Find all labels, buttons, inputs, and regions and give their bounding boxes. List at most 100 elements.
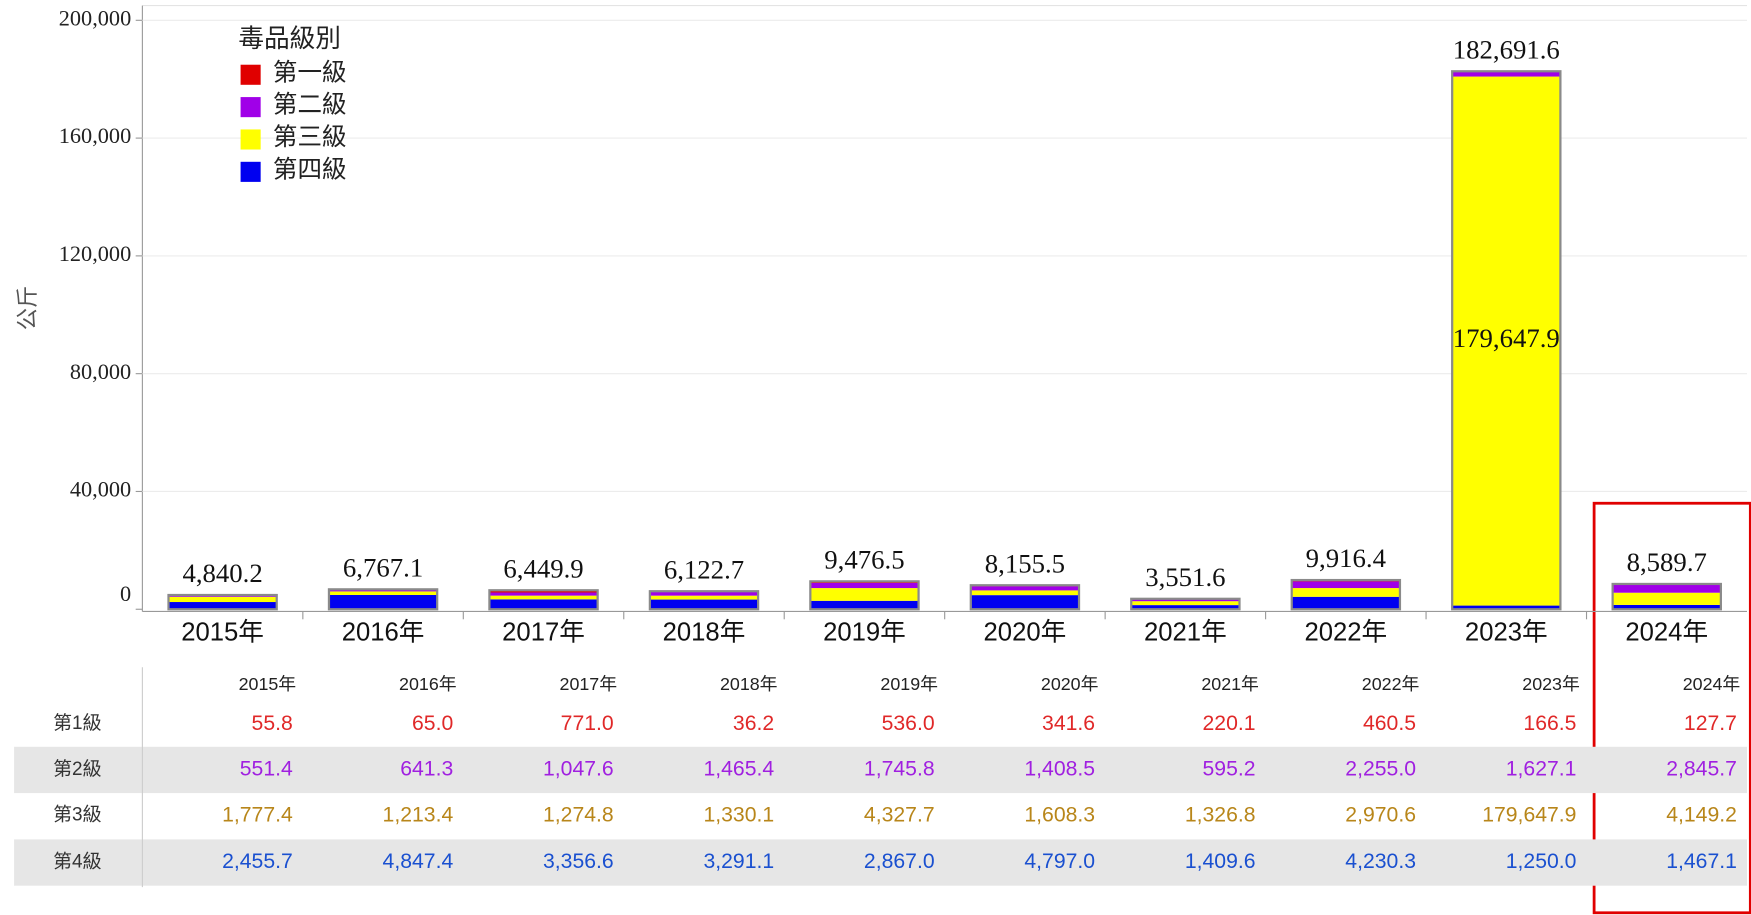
legend-swatch bbox=[240, 64, 261, 85]
total-label: 6,767.1 bbox=[343, 552, 423, 582]
x-tick-label: 2018年 bbox=[663, 618, 746, 647]
x-tick-label: 2016年 bbox=[342, 618, 425, 647]
bar-segment bbox=[1291, 588, 1400, 597]
table-row-band bbox=[14, 839, 1747, 886]
x-tick-label: 2021年 bbox=[1144, 618, 1227, 647]
x-tick-label: 2015年 bbox=[181, 618, 264, 647]
table-cell: 2,255.0 bbox=[1345, 758, 1416, 781]
total-label: 6,122.7 bbox=[664, 554, 744, 584]
bar-segment bbox=[489, 590, 598, 593]
table-cell: 55.8 bbox=[252, 712, 293, 735]
table-cell: 166.5 bbox=[1523, 712, 1576, 735]
bar-segment bbox=[168, 596, 277, 603]
total-label: 9,476.5 bbox=[824, 545, 904, 575]
table-cell: 771.0 bbox=[561, 712, 614, 735]
bar-segment bbox=[1612, 592, 1721, 605]
table-cell: 36.2 bbox=[733, 712, 774, 735]
table-cell: 341.6 bbox=[1042, 712, 1095, 735]
bar-segment bbox=[970, 595, 1080, 610]
table-cell: 220.1 bbox=[1203, 712, 1256, 735]
table-cell: 1,777.4 bbox=[222, 803, 293, 826]
bar-segment bbox=[810, 582, 919, 589]
table-row-label: 第3級 bbox=[53, 804, 101, 826]
x-tick-label: 2019年 bbox=[823, 618, 906, 647]
table-row-label: 第4級 bbox=[53, 851, 101, 873]
bar-segment bbox=[810, 588, 919, 601]
bar-segment bbox=[649, 591, 759, 596]
table-cell: 127.7 bbox=[1684, 712, 1737, 735]
bar-segment bbox=[328, 589, 438, 592]
table-cell: 641.3 bbox=[400, 758, 453, 781]
table-row-band bbox=[14, 746, 1747, 794]
table-column-header: 2022年 bbox=[1362, 674, 1420, 694]
table-cell: 4,797.0 bbox=[1024, 850, 1095, 873]
bar-segment bbox=[1452, 76, 1561, 606]
legend-swatch bbox=[240, 97, 261, 118]
bar-segment bbox=[1612, 604, 1721, 610]
table-cell: 1,465.4 bbox=[703, 758, 774, 781]
bar-outline bbox=[809, 580, 920, 611]
legend-label: 第四級 bbox=[273, 155, 347, 183]
table-cell: 4,327.7 bbox=[864, 803, 935, 826]
table-cell: 1,274.8 bbox=[543, 803, 614, 826]
legend-swatch bbox=[240, 161, 261, 182]
y-tick-label: 0 bbox=[120, 581, 131, 606]
bar-segment bbox=[328, 591, 438, 595]
bar-segment bbox=[489, 592, 598, 596]
table-column-header: 2024年 bbox=[1683, 674, 1741, 694]
table-row-label: 第1級 bbox=[53, 712, 101, 734]
table-column-header: 2015年 bbox=[239, 674, 297, 694]
table-column-header: 2020年 bbox=[1041, 674, 1099, 694]
table-cell: 1,213.4 bbox=[383, 803, 454, 826]
table-cell: 2,455.7 bbox=[222, 850, 293, 873]
table-cell: 179,647.9 bbox=[1482, 803, 1576, 826]
bar-segment bbox=[1131, 601, 1240, 606]
bar-segment bbox=[328, 594, 438, 610]
table-cell: 1,326.8 bbox=[1185, 803, 1256, 826]
total-label: 6,449.9 bbox=[503, 553, 583, 583]
total-label: 3,551.6 bbox=[1145, 562, 1225, 592]
table-cell: 536.0 bbox=[882, 712, 935, 735]
bar-outline bbox=[1290, 578, 1402, 611]
y-tick-label: 120,000 bbox=[59, 241, 131, 266]
table-cell: 4,149.2 bbox=[1666, 803, 1737, 826]
bar-segment bbox=[1291, 596, 1400, 610]
table-cell: 4,847.4 bbox=[383, 850, 454, 873]
table-cell: 1,409.6 bbox=[1185, 850, 1256, 873]
bar-outline bbox=[1130, 597, 1241, 611]
y-tick-label: 80,000 bbox=[70, 359, 131, 384]
highlight-box bbox=[1592, 501, 1751, 915]
bar-segment bbox=[1452, 605, 1561, 610]
table-column-header: 2016年 bbox=[399, 674, 457, 694]
y-tick-label: 160,000 bbox=[59, 123, 131, 148]
bar-segment bbox=[810, 600, 919, 610]
table-cell: 65.0 bbox=[412, 712, 453, 735]
legend-label: 第三級 bbox=[273, 123, 347, 151]
table-cell: 1,745.8 bbox=[864, 758, 935, 781]
table-cell: 4,230.3 bbox=[1345, 850, 1416, 873]
bar-segment bbox=[1291, 581, 1400, 589]
bar-outline bbox=[488, 589, 599, 611]
bar-segment bbox=[970, 586, 1080, 591]
bar-segment bbox=[649, 595, 759, 600]
x-tick-label: 2017年 bbox=[502, 618, 585, 647]
table-cell: 3,291.1 bbox=[703, 850, 774, 873]
table-column-header: 2023年 bbox=[1522, 674, 1580, 694]
bar-outline bbox=[327, 588, 439, 611]
table-cell: 595.2 bbox=[1203, 758, 1256, 781]
bar-segment bbox=[489, 595, 598, 600]
bar-outline bbox=[969, 584, 1081, 611]
legend-label: 第二級 bbox=[273, 91, 347, 119]
bar-segment bbox=[1131, 599, 1240, 602]
table-cell: 3,356.6 bbox=[543, 850, 614, 873]
table-cell: 1,250.0 bbox=[1506, 850, 1577, 873]
bar-segment bbox=[649, 599, 759, 610]
x-tick-label: 2023年 bbox=[1465, 618, 1548, 647]
bar-segment bbox=[489, 599, 598, 610]
total-label: 182,691.6 bbox=[1453, 34, 1560, 64]
table-cell: 1,408.5 bbox=[1024, 758, 1095, 781]
bar-segment bbox=[1131, 605, 1240, 610]
total-label: 8,589.7 bbox=[1627, 547, 1707, 577]
total-label: 8,155.5 bbox=[985, 548, 1065, 578]
